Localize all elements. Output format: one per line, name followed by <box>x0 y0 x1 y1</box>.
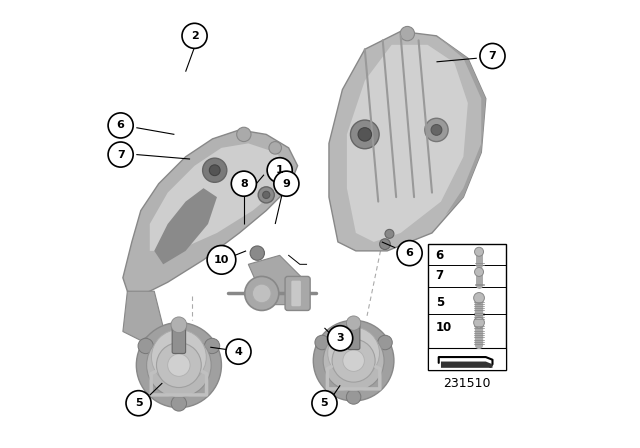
Circle shape <box>108 113 133 138</box>
Polygon shape <box>154 188 217 264</box>
Polygon shape <box>123 291 163 340</box>
Circle shape <box>312 391 337 416</box>
Circle shape <box>431 125 442 135</box>
Text: 6: 6 <box>406 248 413 258</box>
Circle shape <box>474 317 484 328</box>
Circle shape <box>203 158 227 182</box>
Circle shape <box>269 142 282 154</box>
Circle shape <box>351 120 379 149</box>
Circle shape <box>209 165 220 176</box>
Circle shape <box>346 316 361 330</box>
Circle shape <box>156 343 201 388</box>
Circle shape <box>323 330 384 391</box>
Text: 4: 4 <box>234 347 243 357</box>
FancyBboxPatch shape <box>291 280 301 306</box>
Circle shape <box>474 293 484 303</box>
Circle shape <box>267 158 292 183</box>
Text: 1: 1 <box>276 165 284 175</box>
Polygon shape <box>436 36 486 215</box>
Circle shape <box>332 339 375 382</box>
Text: 6: 6 <box>436 249 444 262</box>
Circle shape <box>182 23 207 48</box>
Circle shape <box>252 284 271 303</box>
Circle shape <box>314 320 394 401</box>
Circle shape <box>378 335 392 350</box>
FancyBboxPatch shape <box>285 276 310 310</box>
Polygon shape <box>248 255 302 305</box>
Text: 2: 2 <box>191 31 198 41</box>
Circle shape <box>258 187 275 203</box>
Text: 10: 10 <box>214 255 229 265</box>
Circle shape <box>385 229 394 238</box>
Polygon shape <box>441 362 493 368</box>
Text: 5: 5 <box>321 398 328 408</box>
FancyBboxPatch shape <box>348 321 360 349</box>
Text: 5: 5 <box>135 398 142 408</box>
Circle shape <box>262 191 270 198</box>
Circle shape <box>358 128 372 141</box>
Circle shape <box>380 239 390 250</box>
Circle shape <box>328 327 380 379</box>
Circle shape <box>207 246 236 274</box>
Bar <box>428 348 506 370</box>
Circle shape <box>480 43 505 69</box>
Circle shape <box>343 350 364 371</box>
Circle shape <box>397 241 422 266</box>
Circle shape <box>147 333 211 397</box>
Circle shape <box>346 390 361 404</box>
Text: 7: 7 <box>436 269 444 282</box>
Circle shape <box>152 330 206 384</box>
Circle shape <box>171 317 187 333</box>
Circle shape <box>274 171 299 196</box>
Polygon shape <box>150 143 289 251</box>
Circle shape <box>138 338 154 353</box>
Circle shape <box>400 26 415 41</box>
Circle shape <box>244 276 279 310</box>
Circle shape <box>168 354 190 376</box>
Polygon shape <box>347 45 468 242</box>
Text: 3: 3 <box>337 333 344 343</box>
Text: 10: 10 <box>436 320 452 334</box>
Circle shape <box>237 127 251 142</box>
FancyBboxPatch shape <box>172 323 186 353</box>
Circle shape <box>108 142 133 167</box>
Circle shape <box>231 171 257 196</box>
Circle shape <box>126 391 151 416</box>
Circle shape <box>425 118 448 142</box>
Circle shape <box>315 335 330 350</box>
Circle shape <box>226 339 251 364</box>
Text: 7: 7 <box>116 150 125 159</box>
Text: 5: 5 <box>436 296 444 309</box>
Circle shape <box>328 326 353 351</box>
Circle shape <box>172 396 186 411</box>
Text: 231510: 231510 <box>443 376 490 390</box>
Text: 7: 7 <box>488 51 497 61</box>
Text: 9: 9 <box>282 179 291 189</box>
Text: 8: 8 <box>240 179 248 189</box>
Circle shape <box>474 247 484 256</box>
Bar <box>428 244 506 370</box>
Text: 6: 6 <box>116 121 125 130</box>
Circle shape <box>474 267 484 276</box>
Polygon shape <box>123 130 298 296</box>
Circle shape <box>136 323 221 408</box>
Circle shape <box>250 246 264 260</box>
Polygon shape <box>329 31 486 251</box>
Circle shape <box>204 338 220 353</box>
